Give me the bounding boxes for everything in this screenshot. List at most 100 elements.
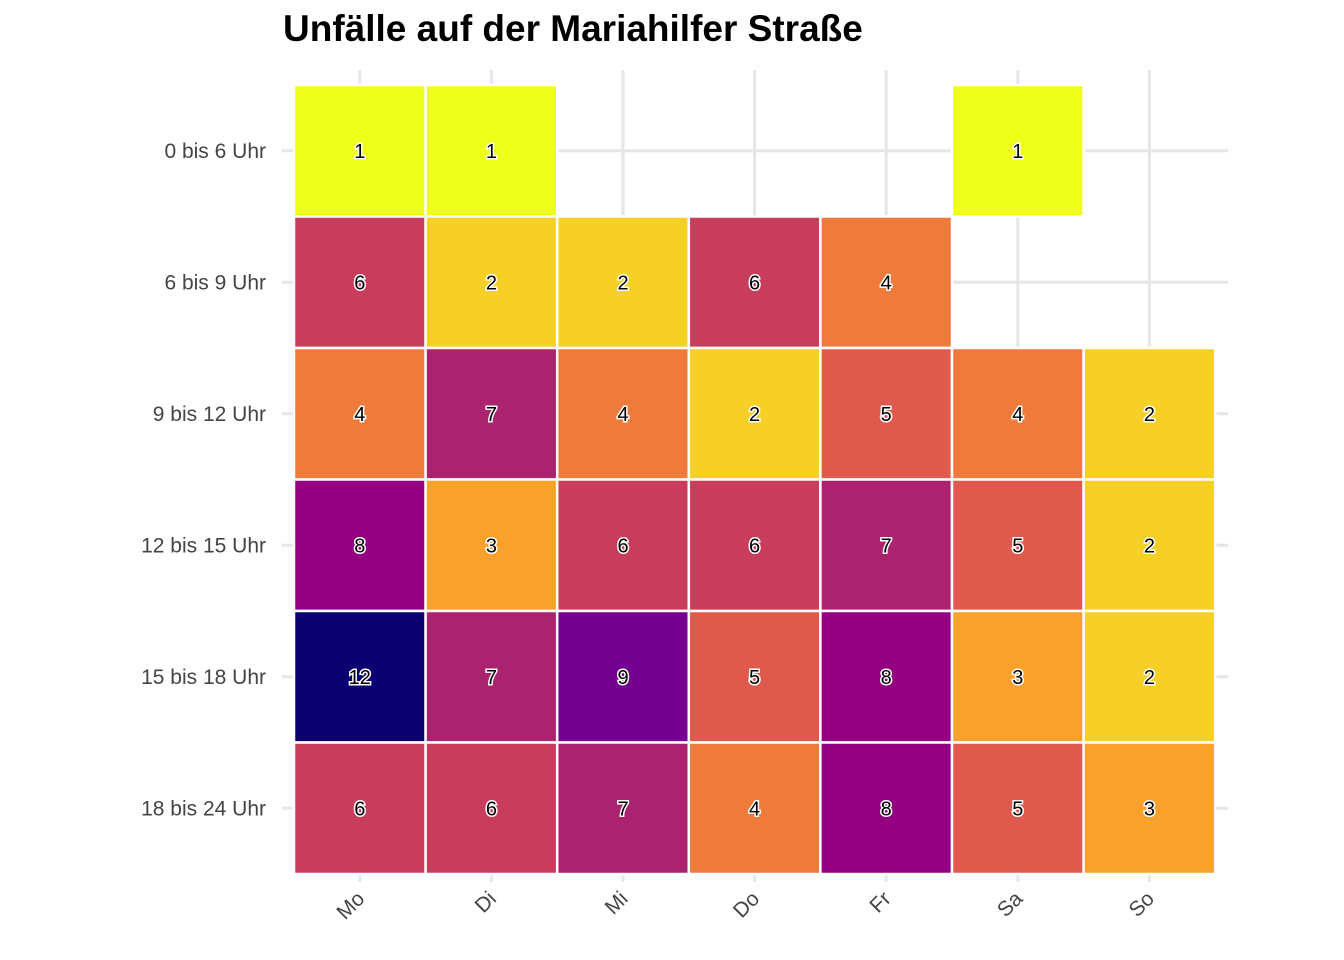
heatmap-cell: 4 (687, 741, 822, 876)
cell-rect (950, 346, 1085, 481)
cell-value-label: 3 (486, 535, 497, 557)
heatmap-cell: 6 (687, 215, 822, 350)
heatmap-cell: 4 (950, 346, 1085, 481)
x-tick-label: Do (729, 887, 764, 922)
cell-rect (687, 346, 822, 481)
cell-value-label: 5 (1012, 798, 1023, 820)
heatmap-cell: 8 (292, 478, 427, 613)
x-axis-labels: Mo Di Mi Do Fr Sa So (332, 887, 1159, 924)
x-tick-label: Mo (332, 887, 369, 924)
heatmap-cell: 5 (950, 478, 1085, 613)
heatmap-cell: 2 (424, 215, 559, 350)
cell-value-label: 6 (617, 535, 628, 557)
cell-value-label: 1 (486, 141, 497, 163)
cell-rect (424, 741, 559, 876)
cell-value-label: 6 (749, 272, 760, 294)
cell-rect (950, 83, 1085, 218)
cell-value-label: 8 (881, 667, 892, 689)
cell-rect (1082, 741, 1217, 876)
cell-value-label: 4 (881, 272, 892, 294)
cell-rect (555, 741, 691, 876)
heatmap-cell: 8 (819, 609, 954, 744)
cell-rect (292, 215, 427, 350)
heatmap-cell: 6 (424, 741, 559, 876)
x-tick-label: Fr (865, 887, 895, 917)
cell-value-label: 9 (617, 667, 628, 689)
cell-rect (687, 478, 822, 613)
y-tick-label: 9 bis 12 Uhr (153, 403, 266, 426)
heatmap-cell: 3 (1082, 741, 1217, 876)
cell-rect (424, 478, 559, 613)
cell-value-label: 2 (1144, 535, 1155, 557)
cell-value-label: 3 (1144, 798, 1155, 820)
heatmap-cell: 4 (555, 346, 691, 481)
cell-value-label: 6 (354, 272, 365, 294)
cell-value-label: 6 (486, 798, 497, 820)
y-tick-label: 12 bis 15 Uhr (141, 534, 266, 557)
heatmap-cell: 3 (950, 609, 1085, 744)
x-tick-label: Mi (601, 887, 633, 919)
heatmap-cell: 7 (424, 609, 559, 744)
cell-value-label: 7 (617, 798, 628, 820)
y-tick-label: 18 bis 24 Uhr (141, 797, 266, 820)
heatmap-cell: 4 (292, 346, 427, 481)
heatmap-cell: 6 (687, 478, 822, 613)
cell-value-label: 4 (1012, 404, 1023, 426)
heatmap-cell: 5 (819, 346, 954, 481)
cell-value-label: 1 (1012, 141, 1023, 163)
heatmap-cells: 1 1 1 6 2 2 6 4 4 7 4 2 5 4 2 8 3 6 6 7 5 2 12 7 9 5 8 3 2 6 6 7 4 8 5 3 (292, 83, 1217, 876)
cell-value-label: 2 (1144, 404, 1155, 426)
cell-value-label: 7 (486, 667, 497, 689)
cell-value-label: 6 (749, 535, 760, 557)
cell-value-label: 8 (881, 798, 892, 820)
cell-value-label: 4 (354, 404, 365, 426)
cell-rect (950, 609, 1085, 744)
cell-value-label: 2 (617, 272, 628, 294)
cell-value-label: 4 (749, 798, 760, 820)
heatmap-cell: 2 (1082, 609, 1217, 744)
heatmap-cell: 1 (950, 83, 1085, 218)
cell-value-label: 8 (354, 535, 365, 557)
heatmap-cell: 6 (555, 478, 691, 613)
heatmap-cell: 5 (950, 741, 1085, 876)
cell-rect (424, 346, 559, 481)
cell-rect (819, 215, 954, 350)
y-tick-label: 0 bis 6 Uhr (164, 140, 266, 163)
x-tick-label: Di (471, 887, 501, 917)
heatmap-cell: 7 (555, 741, 691, 876)
heatmap-cell: 8 (819, 741, 954, 876)
cell-value-label: 7 (486, 404, 497, 426)
cell-rect (292, 741, 427, 876)
heatmap-cell: 12 (292, 609, 427, 744)
heatmap-cell: 7 (424, 346, 559, 481)
cell-value-label: 1 (354, 141, 365, 163)
cell-rect (292, 609, 427, 744)
cell-rect (1082, 609, 1217, 744)
cell-value-label: 2 (749, 404, 760, 426)
heatmap-cell: 2 (1082, 346, 1217, 481)
heatmap-cell: 3 (424, 478, 559, 613)
chart-title: Unfälle auf der Mariahilfer Straße (283, 8, 863, 49)
heatmap-cell: 5 (687, 609, 822, 744)
heatmap-cell: 2 (687, 346, 822, 481)
cell-value-label: 7 (881, 535, 892, 557)
cell-rect (687, 609, 822, 744)
cell-rect (555, 215, 691, 350)
y-tick-label: 15 bis 18 Uhr (141, 666, 266, 689)
cell-value-label: 2 (1144, 667, 1155, 689)
heatmap-cell: 2 (555, 215, 691, 350)
cell-value-label: 5 (1012, 535, 1023, 557)
cell-rect (687, 741, 822, 876)
cell-value-label: 5 (881, 404, 892, 426)
heatmap-cell: 6 (292, 215, 427, 350)
heatmap-cell: 2 (1082, 478, 1217, 613)
heatmap-cell: 4 (819, 215, 954, 350)
cell-rect (555, 478, 691, 613)
cell-rect (819, 741, 954, 876)
y-tick-label: 6 bis 9 Uhr (164, 271, 266, 294)
cell-value-label: 3 (1012, 667, 1023, 689)
cell-rect (950, 741, 1085, 876)
x-tick-label: So (1125, 887, 1159, 921)
